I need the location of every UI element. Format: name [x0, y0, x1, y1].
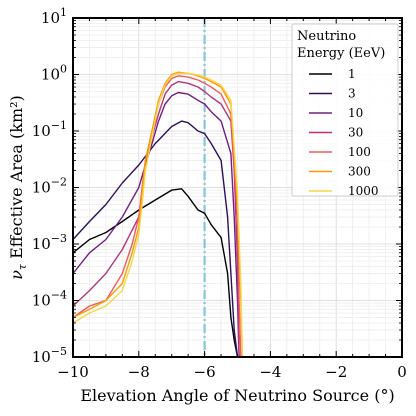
- y-tick-label: 10−1: [32, 119, 67, 140]
- y-tick-exponent: 0: [60, 63, 67, 76]
- y-tick-label: 100: [41, 63, 67, 84]
- y-tick-exponent: −2: [51, 176, 67, 189]
- y-axis-label: ντ Effective Area (km²): [7, 95, 29, 280]
- legend-title-line-2: Energy (EeV): [297, 46, 385, 61]
- x-tick-label: −10: [57, 363, 89, 381]
- x-tick-label: −4: [259, 363, 281, 381]
- y-tick-exponent: −1: [51, 119, 67, 132]
- y-tick-exponent: 1: [60, 6, 67, 19]
- legend-label-10: 10: [348, 106, 363, 120]
- x-tick-labels: −10 −8 −6 −4 −2 0: [57, 363, 407, 381]
- y-tick-label: 10−4: [32, 289, 67, 310]
- series-line-1000: [72, 72, 244, 358]
- legend-label-100: 100: [348, 145, 371, 159]
- y-tick-base: 10: [41, 66, 60, 84]
- x-tick-label: −2: [325, 363, 347, 381]
- tick-marks: [72, 17, 403, 358]
- legend-label-300: 300: [348, 165, 371, 179]
- y-tick-label: 10−2: [32, 176, 67, 197]
- y-tick-exponent: −3: [51, 232, 67, 245]
- y-tick-exponent: −5: [51, 345, 67, 358]
- series-line-100: [72, 75, 242, 358]
- series-line-30: [72, 80, 240, 358]
- x-axis-label: Elevation Angle of Neutrino Source (°): [80, 386, 394, 405]
- legend-label-1: 1: [348, 67, 356, 81]
- y-tick-exponent: −4: [51, 289, 67, 302]
- y-axis-label-rest: Effective Area (km²): [7, 95, 26, 264]
- legend-box: [291, 23, 399, 197]
- y-tick-base: 10: [32, 122, 51, 140]
- series-line-300: [72, 71, 244, 358]
- y-tick-base: 10: [32, 179, 51, 197]
- series-line-10: [72, 91, 240, 358]
- legend-label-3: 3: [348, 87, 356, 101]
- y-tick-base: 10: [32, 292, 51, 310]
- y-tick-base: 10: [41, 9, 60, 27]
- x-tick-label: 0: [397, 363, 407, 381]
- legend-label-30: 30: [348, 126, 363, 140]
- y-tick-label: 10−5: [32, 345, 67, 366]
- series-lines: [72, 71, 244, 358]
- y-tick-label: 101: [41, 6, 67, 27]
- y-axis-label-nu: ν: [7, 270, 26, 280]
- y-axis-label-tau: τ: [16, 263, 29, 270]
- legend-title-line-1: Neutrino: [297, 29, 356, 44]
- legend-label-1000: 1000: [348, 184, 379, 198]
- y-tick-base: 10: [32, 348, 51, 366]
- legend: Neutrino Energy (EeV) 1 3 10 30 100 300 1000: [291, 23, 399, 198]
- legend-entries: 1 3 10 30 100 300 1000: [309, 67, 379, 198]
- x-tick-label: −8: [128, 363, 150, 381]
- y-tick-base: 10: [32, 235, 51, 253]
- series-line-3: [72, 120, 239, 358]
- y-tick-label: 10−3: [32, 232, 67, 253]
- x-tick-label: −6: [194, 363, 216, 381]
